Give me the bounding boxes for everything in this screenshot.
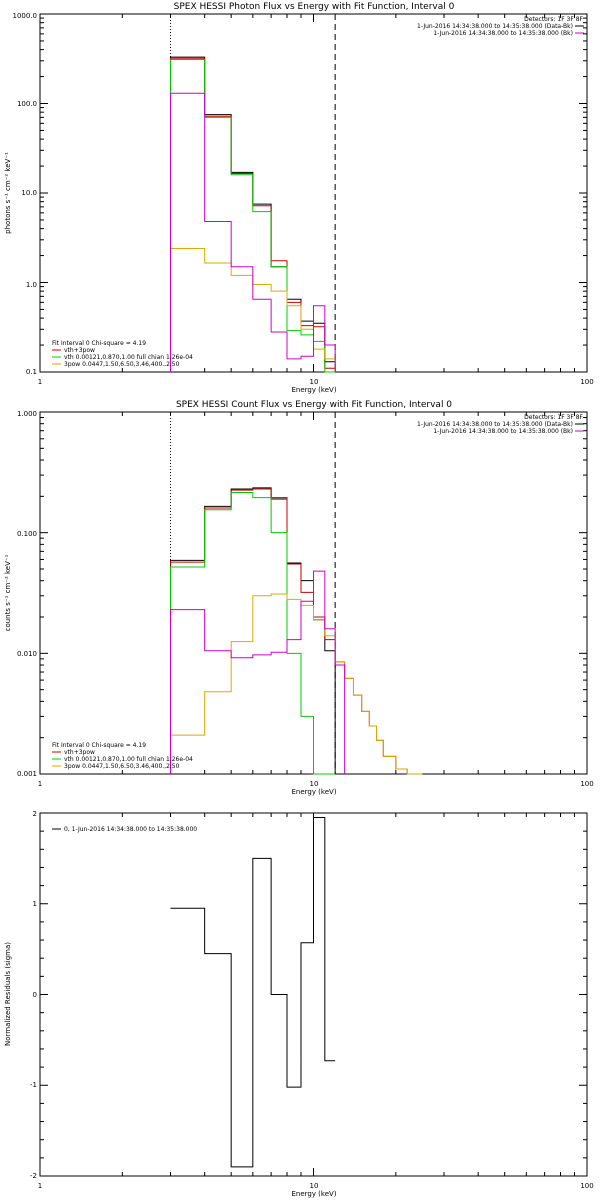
count-fit-entry-header: Fit Interval 0 Chi-square = 4.19 [52, 742, 146, 749]
photon-series-vth-3pow [169, 57, 336, 372]
photon-x-axis-label: Energy (keV) [291, 386, 336, 394]
resid-xtick-10: 10 [310, 1182, 319, 1190]
resid-ytick-0: 0 [33, 991, 37, 999]
count-ytick-1.000: 1.000 [17, 410, 37, 418]
photon-time-entry-data: 1-Jun-2016 14:34:38.000 to 14:35:38.000 … [417, 23, 573, 30]
resid-xtick-1: 1 [38, 1182, 42, 1190]
photon-xtick-10: 10 [310, 378, 319, 386]
photon-series-data-bk [169, 56, 336, 372]
photon-fit-entry-vth: vth 0.00121,0.870,1.00 full chian 1.26e-… [64, 354, 193, 361]
resid-series-0-1-jun-2016-14-34-38-000-to-14-35-38-000 [170, 817, 336, 1168]
count-xtick-10: 10 [310, 780, 319, 788]
count-panel-title: SPEX HESSI Count Flux vs Energy with Fit… [176, 400, 452, 410]
photon-detectors-label: Detectors: 1F 3F 8F [524, 16, 583, 23]
photon-ytick-100: 100.0 [17, 100, 37, 108]
count-series-3pow [169, 593, 423, 775]
count-time-entry-bk: 1-Jun-2016 14:34:38.000 to 14:35:38.000 … [433, 428, 573, 435]
photon-series-3pow [169, 247, 336, 372]
photon-xtick-1: 1 [38, 378, 42, 386]
photon-y-axis-label: photons s⁻¹ cm⁻² keV⁻¹ [4, 152, 12, 234]
count-series-vth-3pow [169, 488, 423, 775]
photon-fit-entry-3pow: 3pow 0.0447,1.50,6.50,3.46,400.,2.50 [64, 361, 180, 368]
photon-panel-title: SPEX HESSI Photon Flux vs Energy with Fi… [174, 2, 455, 12]
residuals-panel: 1 10 100 -2 -1 0 1 2 Energy (keV) Normal… [4, 810, 594, 1198]
photon-series-bk [169, 92, 336, 372]
photon-ytick-0.1: 0.1 [26, 368, 37, 376]
resid-ytick-m1: -1 [30, 1081, 37, 1089]
count-fit-entry-vth: vth 0.00121,0.870,1.00 full chian 1.26e-… [64, 756, 193, 763]
resid-legend-entry: 0, 1-Jun-2016 14:34:38.000 to 14:35:38.0… [64, 826, 197, 833]
count-xtick-100: 100 [580, 780, 593, 788]
count-y-axis-label: counts s⁻¹ cm⁻² keV⁻¹ [4, 554, 12, 631]
count-time-entry-data: 1-Jun-2016 14:34:38.000 to 14:35:38.000 … [417, 421, 573, 428]
resid-xtick-100: 100 [580, 1182, 593, 1190]
resid-ytick-m2: -2 [30, 1172, 37, 1180]
photon-fit-entry-total: vth+3pow [64, 347, 95, 354]
count-ytick-0.100: 0.100 [17, 530, 37, 538]
count-xtick-1: 1 [38, 780, 42, 788]
photon-xtick-100: 100 [580, 378, 593, 386]
resid-ytick-1: 1 [33, 900, 37, 908]
count-series-bk [169, 570, 346, 774]
count-fit-entry-3pow: 3pow 0.0447,1.50,6.50,3.46,400.,2.50 [64, 763, 180, 770]
photon-time-entry-bk: 1-Jun-2016 14:34:38.000 to 14:35:38.000 … [433, 30, 573, 37]
count-ytick-0.001: 0.001 [17, 770, 37, 778]
resid-y-axis-label: Normalized Residuals (sigma) [4, 942, 12, 1046]
photon-ytick-10: 10.0 [21, 189, 37, 197]
count-fit-entry-total: vth+3pow [64, 749, 95, 756]
count-x-axis-label: Energy (keV) [291, 788, 336, 796]
count-flux-panel: SPEX HESSI Count Flux vs Energy with Fit… [4, 400, 594, 796]
photon-ytick-1000: 1000.0 [13, 12, 38, 20]
count-ytick-0.010: 0.010 [17, 650, 37, 658]
resid-x-axis-label: Energy (keV) [291, 1190, 336, 1198]
photon-ytick-1: 1.0 [26, 281, 37, 289]
photon-fit-entry-header: Fit Interval 0 Chi-square = 4.19 [52, 340, 146, 347]
count-detectors-label: Detectors: 1F 3F 8F [524, 414, 583, 421]
photon-flux-panel: SPEX HESSI Photon Flux vs Energy with Fi… [4, 2, 594, 394]
resid-ytick-2: 2 [33, 810, 37, 818]
count-series-vth [169, 492, 336, 775]
